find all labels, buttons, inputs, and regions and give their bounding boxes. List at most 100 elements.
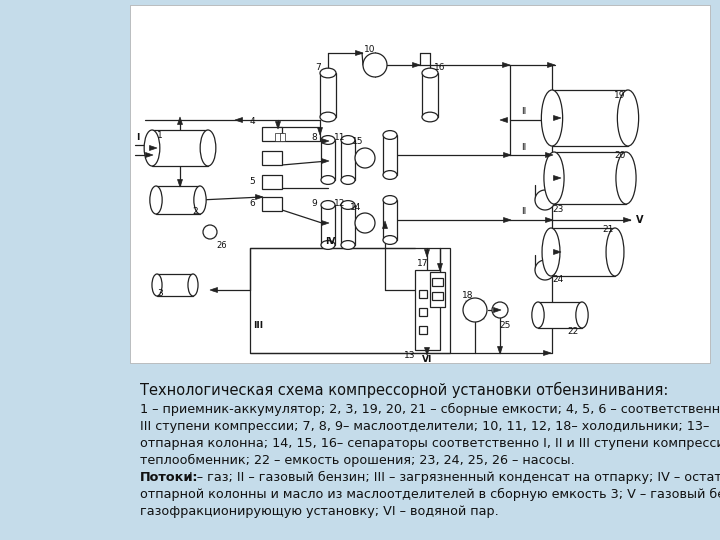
Text: VI: VI: [422, 355, 432, 364]
Text: 3: 3: [157, 289, 163, 299]
Bar: [430, 272, 445, 307]
Polygon shape: [178, 117, 182, 125]
Ellipse shape: [616, 152, 636, 204]
Polygon shape: [235, 118, 243, 123]
Polygon shape: [500, 118, 508, 123]
Text: III ступени компрессии; 7, 8, 9– маслоотделители; 10, 11, 12, 18– холодильники; : III ступени компрессии; 7, 8, 9– маслоот…: [140, 420, 709, 433]
Bar: [156, 186, 200, 214]
Bar: [419, 308, 427, 316]
Text: IV: IV: [325, 238, 336, 246]
Text: газофракционирующую установку; VI – водяной пар.: газофракционирующую установку; VI – водя…: [140, 505, 499, 518]
Text: Технологическая схема компрессорной установки отбензинивания:: Технологическая схема компрессорной уста…: [140, 382, 668, 398]
Text: 13: 13: [404, 350, 415, 360]
Polygon shape: [503, 152, 511, 158]
Bar: [341, 140, 355, 180]
Bar: [383, 200, 397, 240]
Bar: [538, 302, 582, 328]
Text: 23: 23: [552, 206, 564, 214]
Text: отпарной колонны и масло из маслоотделителей в сборную емкость 3; V – газовый бе: отпарной колонны и масло из маслоотделит…: [140, 488, 720, 501]
Ellipse shape: [576, 302, 588, 328]
Text: 18: 18: [462, 291, 474, 300]
Text: 26: 26: [217, 240, 228, 249]
Polygon shape: [382, 221, 387, 228]
Text: II: II: [521, 107, 526, 117]
Ellipse shape: [492, 302, 508, 318]
Bar: [415, 270, 440, 350]
Polygon shape: [322, 220, 329, 226]
Ellipse shape: [617, 90, 639, 146]
Bar: [554, 152, 626, 204]
Ellipse shape: [532, 302, 544, 328]
Polygon shape: [554, 176, 561, 180]
Text: 22: 22: [567, 327, 579, 336]
Ellipse shape: [341, 136, 355, 144]
Bar: [262, 197, 282, 211]
Polygon shape: [210, 287, 217, 293]
Bar: [552, 90, 628, 146]
Ellipse shape: [152, 274, 162, 296]
Text: II: II: [521, 144, 526, 152]
Ellipse shape: [422, 68, 438, 78]
Text: V: V: [636, 215, 644, 225]
Bar: [250, 248, 450, 353]
Ellipse shape: [355, 148, 375, 168]
Polygon shape: [178, 179, 182, 187]
Polygon shape: [503, 63, 510, 68]
Text: 8: 8: [311, 133, 317, 143]
Polygon shape: [425, 249, 430, 257]
Polygon shape: [276, 122, 281, 129]
Text: 12: 12: [334, 199, 346, 207]
Ellipse shape: [188, 274, 198, 296]
Polygon shape: [318, 127, 323, 135]
Text: III: III: [253, 321, 263, 329]
Polygon shape: [145, 152, 153, 158]
Polygon shape: [624, 218, 631, 222]
Bar: [422, 73, 438, 117]
Polygon shape: [554, 249, 561, 254]
Ellipse shape: [383, 195, 397, 205]
Ellipse shape: [542, 228, 560, 276]
Polygon shape: [425, 348, 430, 355]
Ellipse shape: [363, 53, 387, 77]
Text: теплообменник; 22 – емкость орошения; 23, 24, 25, 26 – насосы.: теплообменник; 22 – емкость орошения; 23…: [140, 454, 575, 467]
Ellipse shape: [194, 186, 206, 214]
Text: I: I: [136, 133, 140, 143]
Text: II: II: [521, 207, 526, 217]
Text: 11: 11: [334, 133, 346, 143]
Bar: [280, 133, 285, 141]
Ellipse shape: [422, 112, 438, 122]
Bar: [551, 228, 615, 276]
Polygon shape: [544, 350, 551, 355]
Bar: [419, 326, 427, 334]
Text: 20: 20: [614, 151, 626, 159]
Text: 1: 1: [157, 131, 163, 139]
Text: 21: 21: [603, 226, 613, 234]
Bar: [262, 127, 282, 141]
Text: 2: 2: [192, 207, 198, 217]
Polygon shape: [498, 347, 503, 354]
Ellipse shape: [144, 130, 160, 166]
Ellipse shape: [606, 228, 624, 276]
Text: 14: 14: [351, 202, 361, 212]
Text: 25: 25: [499, 321, 510, 329]
Text: 10: 10: [364, 45, 376, 55]
Ellipse shape: [321, 200, 335, 210]
Bar: [432, 278, 443, 286]
Ellipse shape: [463, 298, 487, 322]
Ellipse shape: [150, 186, 162, 214]
Text: 19: 19: [614, 91, 626, 99]
Text: Потоки:: Потоки:: [140, 471, 199, 484]
Polygon shape: [413, 63, 420, 68]
Text: 24: 24: [552, 275, 564, 285]
Bar: [419, 290, 427, 298]
Bar: [321, 140, 335, 180]
Bar: [130, 5, 710, 363]
Polygon shape: [322, 159, 329, 164]
Ellipse shape: [383, 131, 397, 139]
Bar: [321, 205, 335, 245]
Ellipse shape: [203, 225, 217, 239]
Ellipse shape: [320, 68, 336, 78]
Polygon shape: [322, 138, 329, 144]
Bar: [383, 135, 397, 175]
Text: 1 – приемник-аккумулятор; 2, 3, 19, 20, 21 – сборные емкости; 4, 5, 6 – соответс: 1 – приемник-аккумулятор; 2, 3, 19, 20, …: [140, 403, 720, 416]
